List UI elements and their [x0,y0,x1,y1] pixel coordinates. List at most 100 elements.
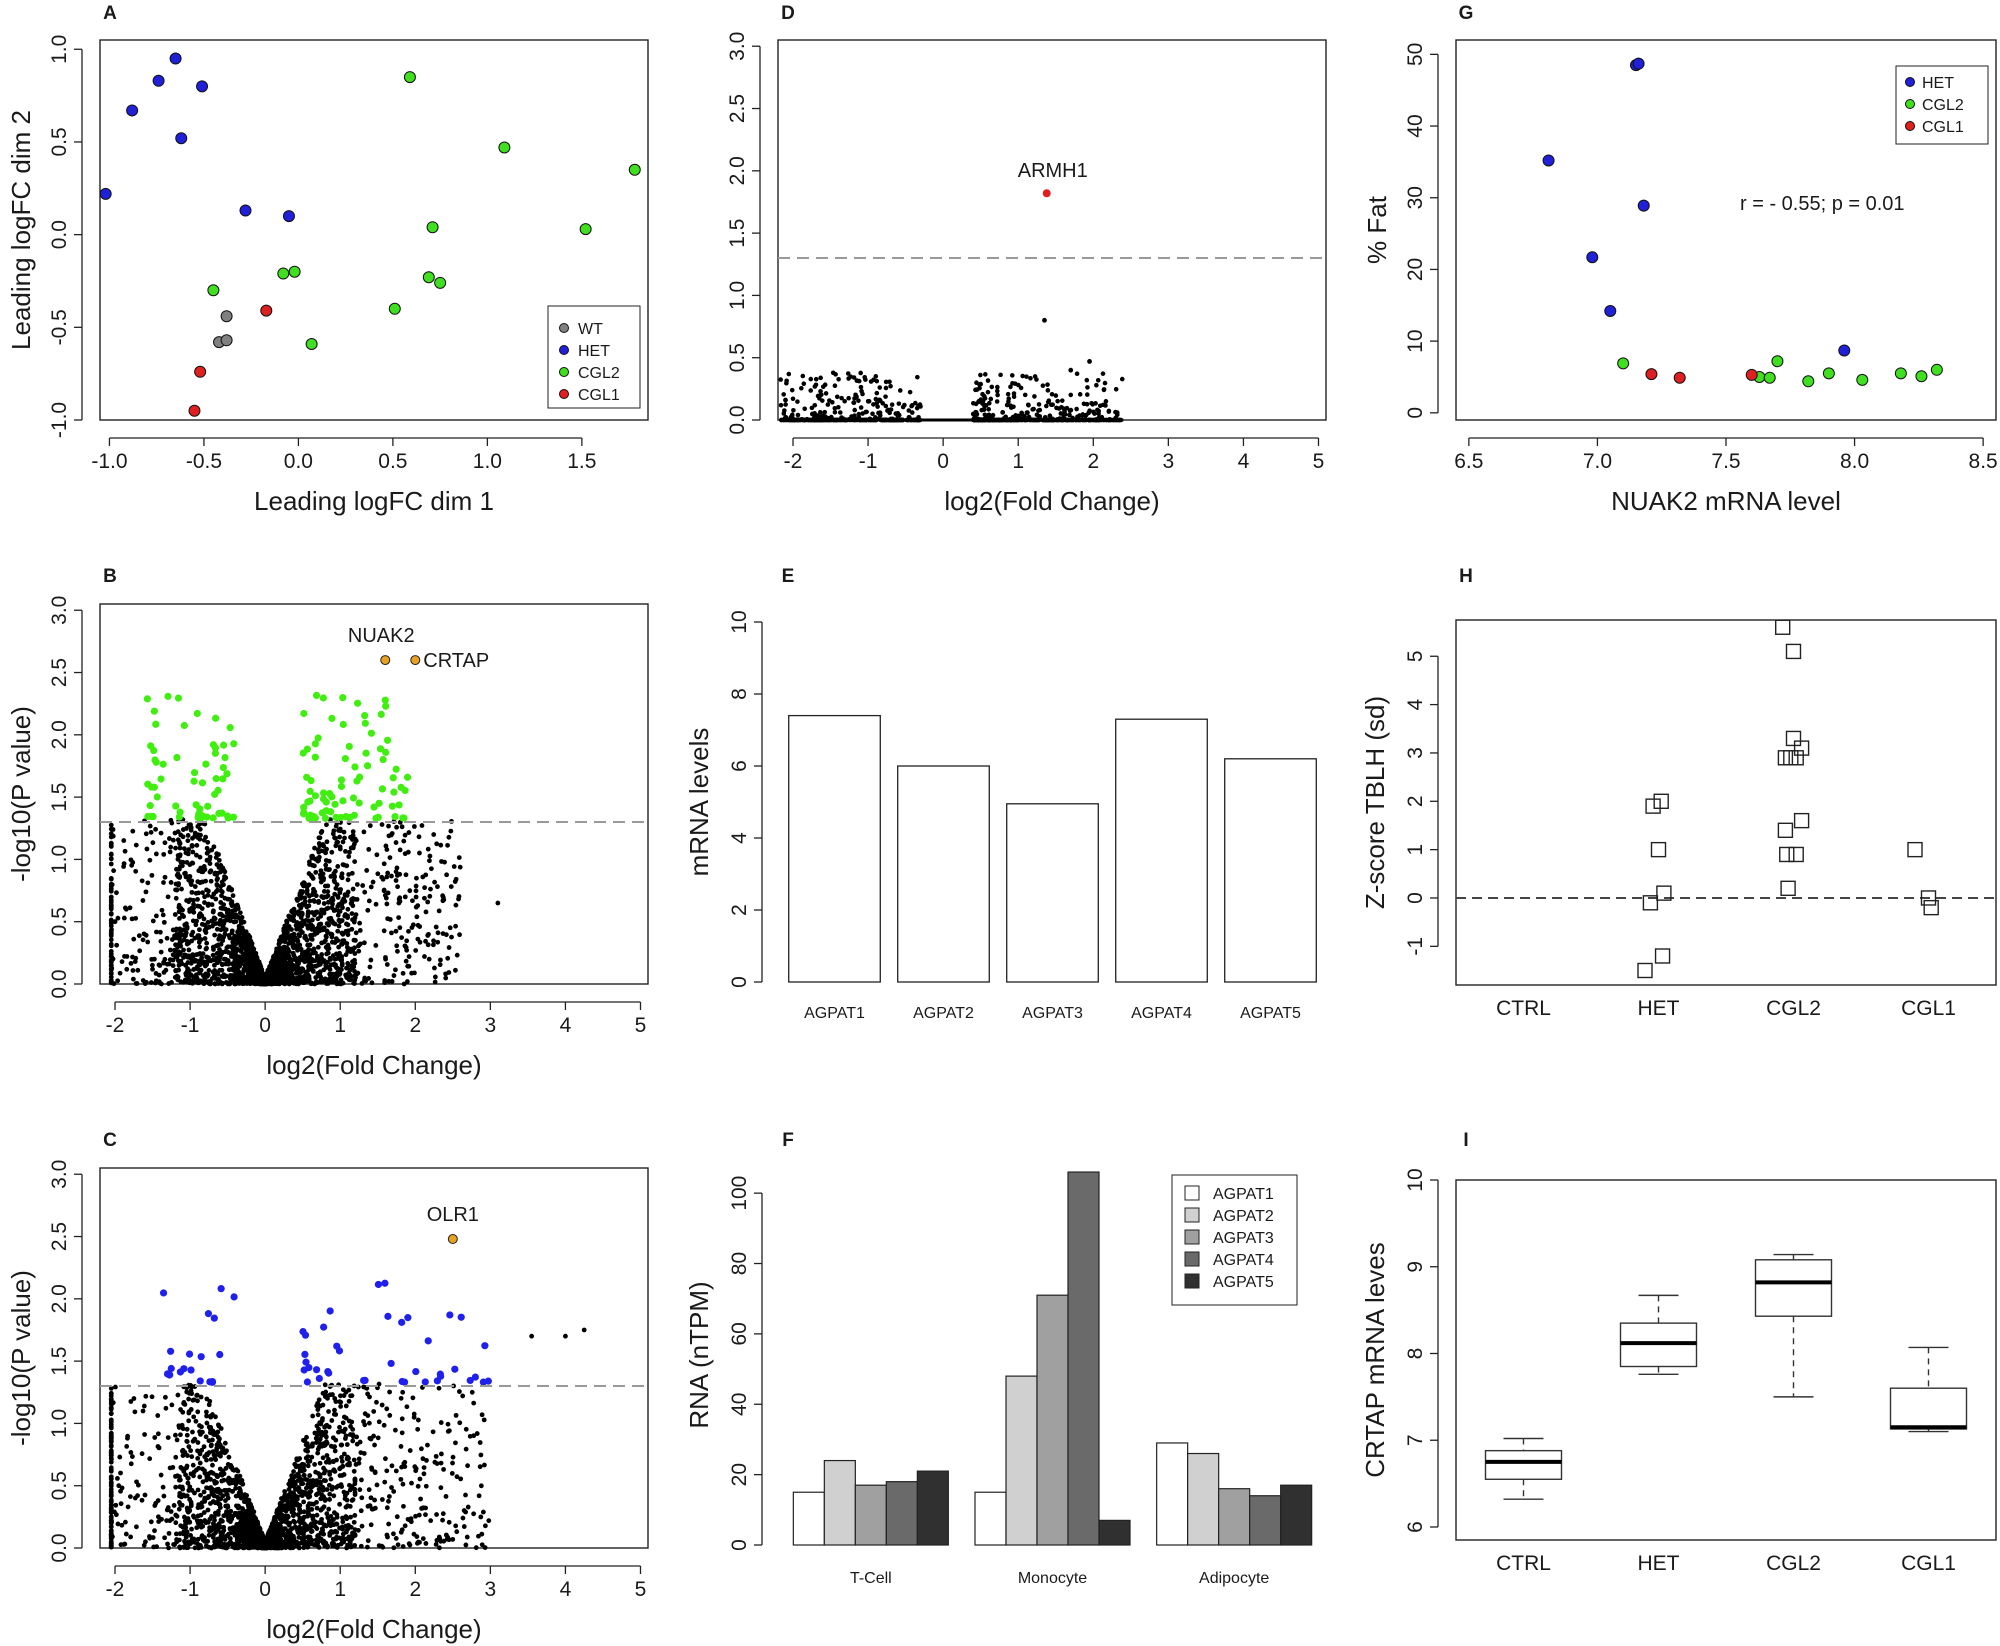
x-tick-label: 1.0 [473,450,502,473]
data-point [331,800,339,808]
data-point [346,1398,352,1404]
data-point [402,851,408,857]
data-point [329,1518,334,1524]
data-point [108,911,114,916]
data-point [362,1422,368,1428]
data-point [211,844,217,850]
data-point [440,1517,445,1523]
data-point [317,1520,322,1526]
data-point [229,887,234,893]
data-point [150,840,156,846]
data-point [368,884,374,890]
data-point [114,942,120,948]
data-point [301,1472,307,1478]
data-point [456,855,462,860]
data-point [336,923,342,929]
data-point [222,1488,227,1493]
data-point [208,1469,214,1475]
data-point [121,915,127,921]
data-point [446,1428,452,1434]
data-point [173,887,178,893]
data-point [233,977,239,983]
data-point [185,1480,191,1486]
data-point [425,942,431,948]
data-point [330,1435,336,1441]
data-point [108,937,114,943]
data-point [309,910,315,915]
data-point [225,896,231,902]
data-point [148,1519,154,1525]
data-point [118,1542,124,1548]
data-point [320,978,326,984]
data-point [319,952,325,957]
data-point [197,1460,203,1466]
data-point [344,1490,350,1496]
data-point [443,1494,449,1499]
data-point [369,980,375,986]
data-point [404,947,410,953]
data-point [337,1501,343,1507]
x-tick-label: 2 [409,1578,421,1601]
data-point [178,859,184,865]
data-point [262,981,268,986]
data-point [219,763,227,772]
data-point [321,910,327,916]
data-point [448,884,454,890]
data-point [332,1528,338,1534]
data-point [356,773,364,781]
data-point [311,740,319,748]
data-point [314,734,322,742]
data-point [397,847,403,853]
data-point [366,898,372,904]
data-point [353,975,358,980]
data-point [233,941,238,947]
data-point [393,1468,399,1474]
data-point [302,959,307,965]
data-point [453,876,459,882]
legend-marker-cgl2 [559,367,569,377]
data-point [425,899,431,905]
data-point [356,948,362,954]
data-point [278,934,284,940]
data-point [333,1399,339,1404]
data-point [399,935,405,941]
data-point [229,928,235,934]
data-point [409,970,415,976]
point-het [282,210,295,223]
data-point [131,1396,137,1401]
data-point [191,897,196,903]
data-point [314,856,320,862]
data-point [128,960,134,966]
panel-label-g: G [1459,3,1474,24]
data-point [226,1517,231,1523]
data-point [219,967,225,973]
data-point [324,1453,330,1458]
data-point [335,1542,341,1548]
data-point [447,925,453,931]
data-point [202,900,207,905]
data-point [219,962,225,968]
x-tick-label: 5 [635,1014,647,1037]
data-point [233,962,239,968]
data-point [200,1479,206,1485]
data-point [319,789,328,797]
data-point [181,947,186,953]
data-point [184,826,189,831]
data-point [375,1435,381,1441]
data-point [287,1520,293,1526]
data-point [208,868,214,874]
data-point [316,1397,322,1403]
data-point [173,1520,179,1526]
data-point [274,946,280,952]
data-point [338,980,344,986]
data-point [199,1447,205,1453]
data-point [213,943,219,949]
data-point [351,1457,357,1463]
data-point [127,905,133,911]
data-point [453,1440,458,1446]
data-point [326,1482,332,1488]
data-point [208,1414,214,1420]
data-point [212,981,218,987]
data-point [327,1459,332,1465]
data-point [298,915,304,920]
